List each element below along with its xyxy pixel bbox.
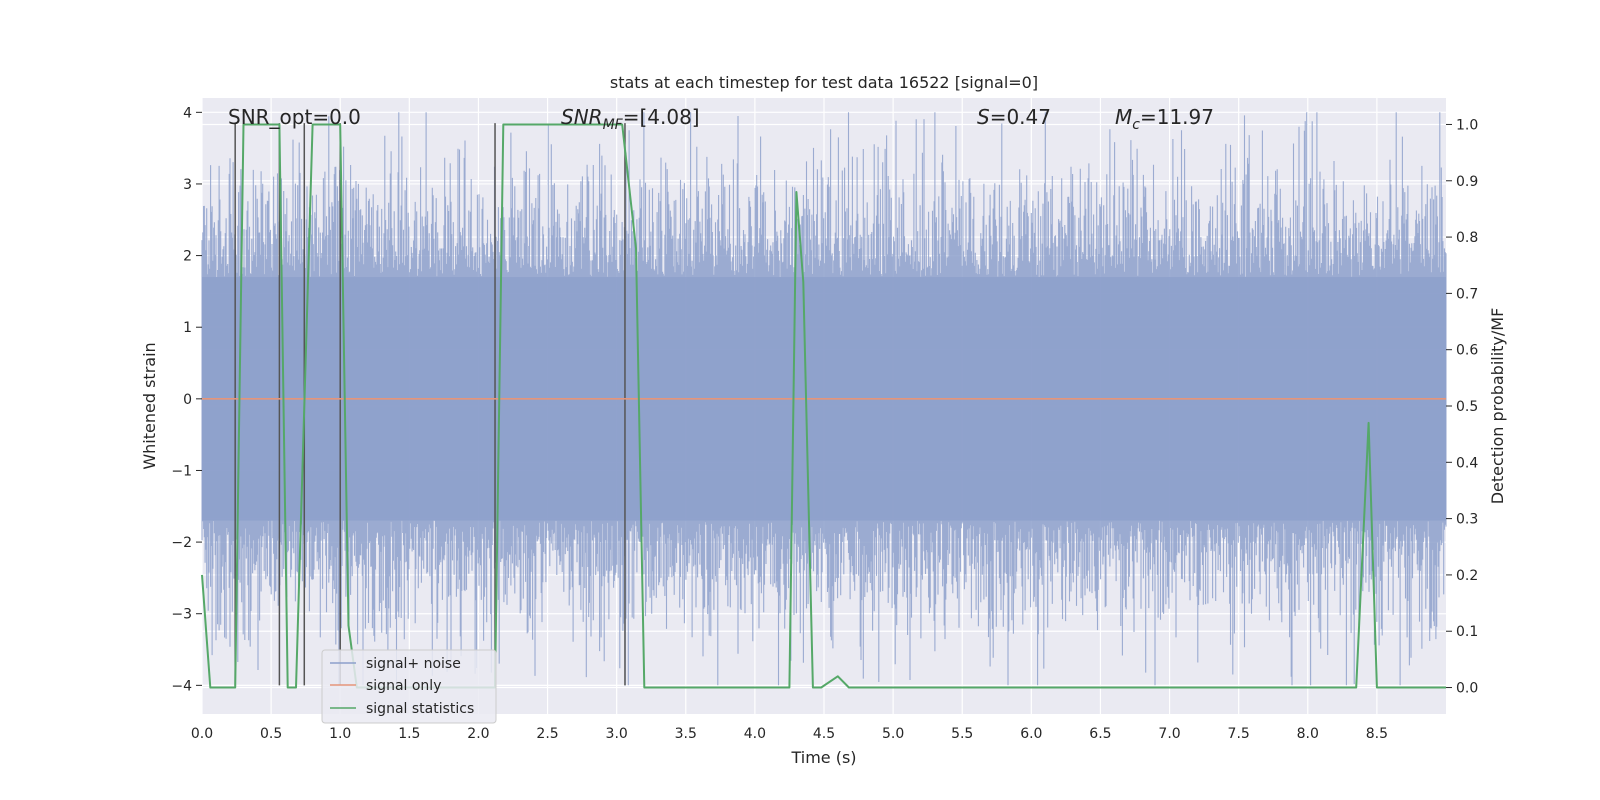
mc-var: M [1115, 105, 1132, 129]
x-tick-label: 1.0 [329, 726, 351, 742]
x-tick-label: 7.0 [1158, 726, 1180, 742]
y-left-tick-label: 0 [183, 392, 192, 408]
y-left-tick-label: 4 [183, 105, 192, 121]
y-right-tick-label: 0.4 [1456, 455, 1478, 471]
y-right-tick-label: 0.6 [1456, 343, 1478, 359]
y-right-tick-label: 0.3 [1456, 512, 1478, 528]
x-tick-label: 8.5 [1366, 726, 1388, 742]
y-left-tick-label: −4 [171, 678, 192, 694]
y-right-tick-label: 0.9 [1456, 174, 1478, 190]
legend-label-signal-noise: signal+ noise [366, 656, 461, 672]
snr-mf-annotation: SNRMF=[4.08] [561, 105, 700, 133]
snr-mf-value: =[4.08] [623, 105, 700, 129]
y-right-tick-label: 0.0 [1456, 681, 1478, 697]
x-tick-label: 0.5 [260, 726, 282, 742]
snr-mf-sub: MF [603, 117, 624, 133]
x-tick-label: 2.5 [536, 726, 558, 742]
x-tick-label: 5.0 [882, 726, 904, 742]
x-tick-label: 0.0 [191, 726, 213, 742]
mc-annotation: Mc=11.97 [1115, 105, 1214, 133]
y-axis-right-label: Detection probability/MF [1488, 308, 1507, 505]
legend-label-signal-statistics: signal statistics [366, 701, 474, 717]
legend: signal+ noise signal only signal statist… [321, 649, 497, 724]
signal-statistics-line [201, 123, 1446, 689]
s-var: S [977, 105, 990, 129]
y-axis-left-label: Whitened strain [140, 342, 159, 469]
axis-ticks: 0.0 0.5 1.0 1.5 2.0 2.5 3.0 3.5 4.0 4.5 5.0 5.5 6.0 6… [171, 105, 1478, 742]
y-right-tick-label: 0.1 [1456, 624, 1478, 640]
x-tick-label: 7.5 [1228, 726, 1250, 742]
y-left-tick-label: 2 [183, 249, 192, 265]
x-tick-label: 4.5 [813, 726, 835, 742]
x-tick-label: 3.0 [606, 726, 628, 742]
y-right-tick-label: 0.2 [1456, 568, 1478, 584]
y-left-tick-label: 1 [183, 320, 192, 336]
x-tick-label: 6.0 [1020, 726, 1042, 742]
y-right-tick-label: 0.8 [1456, 230, 1478, 246]
y-left-tick-label: −2 [171, 535, 192, 551]
chart-title: stats at each timestep for test data 165… [610, 73, 1038, 92]
mc-sub: c [1132, 117, 1140, 133]
x-tick-label: 8.0 [1297, 726, 1319, 742]
y-left-tick-label: −1 [171, 463, 192, 479]
x-tick-label: 1.5 [398, 726, 420, 742]
y-left-tick-label: 3 [183, 177, 192, 193]
snr-opt-annotation: SNR_opt=0.0 [228, 105, 361, 129]
x-tick-label: 6.5 [1089, 726, 1111, 742]
x-tick-label: 5.5 [951, 726, 973, 742]
x-tick-label: 2.0 [467, 726, 489, 742]
x-tick-label: 4.0 [744, 726, 766, 742]
y-right-tick-label: 0.5 [1456, 399, 1478, 415]
y-left-tick-label: −3 [171, 607, 192, 623]
y-right-tick-label: 0.7 [1456, 286, 1478, 302]
s-annotation: S=0.47 [977, 105, 1051, 129]
s-value: =0.47 [990, 105, 1051, 129]
snr-mf-var: SNR [561, 105, 603, 129]
x-axis-label: Time (s) [790, 748, 856, 767]
y-right-tick-label: 1.0 [1456, 117, 1478, 133]
line-series [201, 123, 1446, 689]
legend-box [321, 649, 497, 724]
x-tick-label: 3.5 [675, 726, 697, 742]
legend-label-signal-only: signal only [366, 678, 441, 694]
mc-value: =11.97 [1140, 105, 1214, 129]
